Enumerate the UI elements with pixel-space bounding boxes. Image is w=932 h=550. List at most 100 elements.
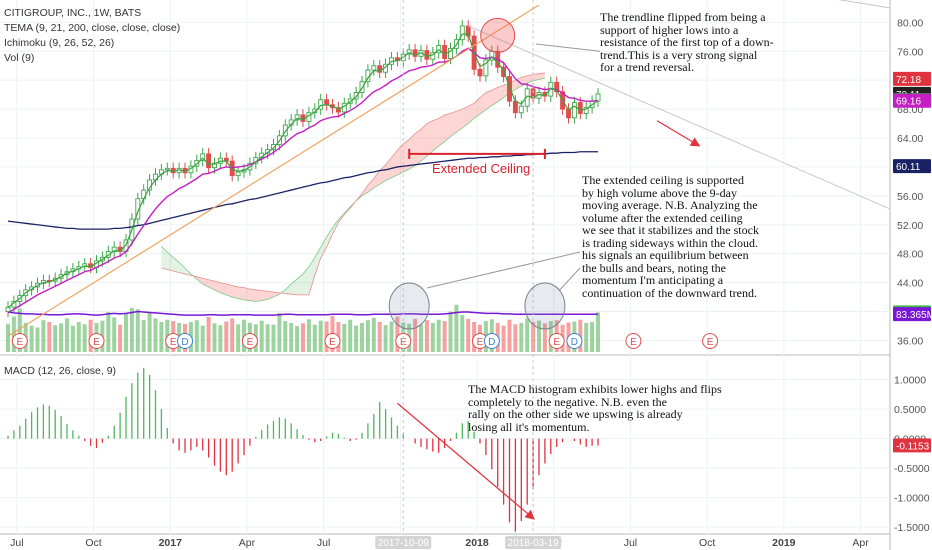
volume-bar [29,325,34,352]
trend-note-pointer [535,43,601,52]
symbol-title: CITIGROUP, INC., 1W, BATS [4,7,142,19]
price-down-arrow [656,120,701,147]
dividend-marker-label: D [181,337,188,348]
volume-bar [365,320,370,352]
volume-bar [11,316,16,352]
earnings-marker-label: E [477,337,484,348]
earnings-marker-label: E [16,337,23,348]
candle-body [135,198,141,220]
volume-bar [59,323,64,352]
macd-note-line: The MACD histogram exhibits lower highs … [468,382,722,396]
dividend-marker [177,333,193,349]
volume-bar [430,322,435,352]
earnings-marker-label: E [630,337,637,348]
candle-body [318,99,324,110]
candle-body [294,114,300,121]
price-badge-label: -0.1153 [896,441,930,452]
earnings-marker [11,333,28,349]
ichimoku-legend[interactable]: Ichimoku (9, 26, 52, 26) [4,37,115,49]
price-tick-label: 56.00 [897,191,923,203]
volume-bar [377,322,382,352]
volume-bar [35,327,40,352]
candle-body [200,153,206,161]
earnings-marker [241,333,258,349]
volume-bar [112,317,117,352]
tema-9-line [7,33,599,309]
volume-bar [230,318,235,352]
price-badge-label: 60.11 [896,162,921,173]
ichimoku-cloud-segment [539,72,545,80]
ichimoku-cloud-segment [232,285,239,299]
macd-annotation: The MACD histogram exhibits lower highs … [468,383,722,433]
earnings-marker [324,333,341,349]
price-badge [893,438,931,453]
earnings-marker-label: E [247,337,254,348]
earnings-marker-label: E [93,337,100,348]
time-tick-label: 2017 [159,537,183,549]
time-tick-label: Apr [852,537,869,549]
price-tick-label: 80.00 [897,17,923,29]
ichimoku-cloud-segment [220,282,227,295]
candle-body [477,68,483,77]
price-badge-label: 72.18 [896,75,921,86]
volume-bar [584,322,589,352]
volume-note-line: continuation of the downward trend. [582,285,757,300]
volume-legend[interactable]: Vol (9) [4,52,35,64]
earnings-marker [625,333,642,349]
volume-bar [124,313,128,352]
dividend-marker [566,333,583,349]
volume-bar [236,324,241,352]
trendline-note-line: for a trend reversal. [600,60,694,74]
price-tick-label: 76.00 [897,46,923,58]
macd-legend[interactable]: MACD (12, 26, close, 9) [4,365,117,377]
volume-bar [147,312,152,352]
volume-note-line: volume after the extended ceiling [582,210,743,225]
candle-body [324,99,330,106]
ichimoku-cloud-segment [444,113,451,142]
volume-bar [318,320,323,352]
candle-body [512,100,518,114]
trendline-note-line: resistance of the first top of a down- [600,35,774,49]
volume-bar [519,322,524,352]
ichimoku-lead-b [161,72,545,296]
ichimoku-cloud-segment [161,246,168,270]
volume-note-line: the bulls and bears, noting the [582,260,726,275]
earnings-marker-label: E [170,337,177,348]
time-tick-label: Oct [699,537,715,549]
volume-note-line: by high volume above the 9-day [582,185,737,200]
candle-body [82,263,88,268]
volume-bar [383,325,388,352]
ichimoku-cloud-segment [244,287,250,301]
volume-bar [159,322,164,352]
volume-bar [413,318,418,352]
time-tick-label: 2019 [772,537,796,549]
price-tick-label: 36.00 [897,335,923,347]
candle-body [554,81,560,93]
ichimoku-cloud-segment [179,262,185,274]
tema-legend[interactable]: TEMA (9, 21, 200, close, close, close) [4,22,181,34]
ichimoku-cloud-segment [426,120,433,157]
earnings-marker-label: E [329,337,336,348]
candle-body [371,65,377,71]
price-badge [893,93,931,108]
time-tick-label: Jul [317,537,330,549]
candle-body [235,171,241,177]
ichimoku-cloud-segment [474,97,480,119]
date-badge [375,536,432,549]
volume-note-line: The extended ceiling is supported [582,173,744,187]
ichimoku-cloud-segment [450,111,457,137]
volume-bar [129,307,134,352]
dividend-marker-label: D [571,337,578,348]
volume-bar [389,321,394,352]
candle-body [335,107,341,113]
price-badge [893,307,931,322]
ichimoku-cloud-segment [462,106,469,128]
ichimoku-cloud-segment [285,284,292,295]
trendline-note-line: support of higher lows into a [600,22,739,37]
ichimoku-cloud-segment [497,85,504,102]
ichimoku-cloud-segment [297,273,303,295]
date-badge-label: 2018-03-19 [508,538,560,549]
ichimoku-cloud-segment [214,281,221,293]
price-tick-label: 48.00 [897,249,923,261]
